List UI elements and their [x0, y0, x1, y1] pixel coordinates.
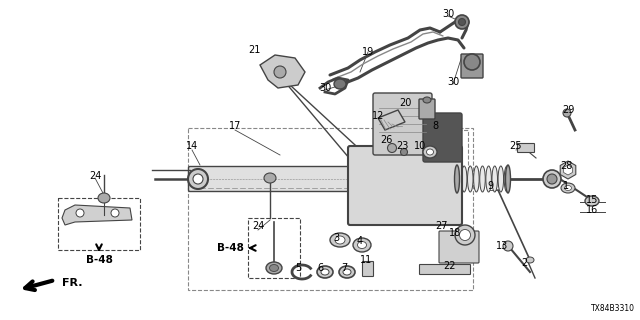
Ellipse shape: [561, 183, 575, 193]
Ellipse shape: [76, 209, 84, 217]
Ellipse shape: [387, 143, 397, 153]
FancyBboxPatch shape: [189, 166, 436, 191]
Ellipse shape: [564, 186, 572, 190]
Text: 26: 26: [380, 135, 392, 145]
Ellipse shape: [334, 79, 346, 89]
FancyBboxPatch shape: [423, 113, 462, 162]
Ellipse shape: [474, 166, 479, 192]
Ellipse shape: [563, 109, 571, 117]
Ellipse shape: [464, 54, 480, 70]
Ellipse shape: [480, 166, 485, 192]
Ellipse shape: [339, 266, 355, 278]
Ellipse shape: [321, 269, 329, 275]
Text: 22: 22: [444, 261, 456, 271]
Ellipse shape: [335, 236, 345, 244]
Text: 11: 11: [360, 255, 372, 265]
Ellipse shape: [486, 166, 492, 192]
Text: 28: 28: [560, 161, 572, 171]
Text: 7: 7: [341, 263, 347, 273]
Ellipse shape: [526, 257, 534, 263]
Ellipse shape: [504, 166, 509, 192]
Text: 27: 27: [435, 221, 447, 231]
Text: 23: 23: [396, 141, 408, 151]
FancyBboxPatch shape: [373, 93, 432, 155]
Ellipse shape: [274, 66, 286, 78]
Ellipse shape: [547, 174, 557, 184]
Text: 20: 20: [399, 98, 411, 108]
Text: 2: 2: [521, 258, 527, 268]
Ellipse shape: [585, 196, 599, 206]
Text: 4: 4: [357, 236, 363, 246]
Ellipse shape: [269, 265, 278, 271]
Ellipse shape: [111, 209, 119, 217]
Ellipse shape: [455, 225, 475, 245]
Polygon shape: [62, 205, 132, 225]
Ellipse shape: [498, 166, 504, 192]
Text: 30: 30: [319, 83, 331, 93]
Ellipse shape: [468, 166, 473, 192]
Ellipse shape: [353, 238, 371, 252]
Text: 19: 19: [362, 47, 374, 57]
Ellipse shape: [543, 170, 561, 188]
Text: 12: 12: [372, 111, 384, 121]
Text: B-48: B-48: [86, 255, 113, 265]
Text: 1: 1: [563, 181, 569, 191]
Text: 10: 10: [414, 141, 426, 151]
Ellipse shape: [98, 193, 110, 203]
Text: 21: 21: [248, 45, 260, 55]
Text: 13: 13: [496, 241, 508, 251]
Ellipse shape: [458, 19, 465, 26]
Polygon shape: [260, 55, 305, 88]
Text: 5: 5: [295, 263, 301, 273]
Ellipse shape: [317, 266, 333, 278]
Text: 29: 29: [562, 105, 574, 115]
Ellipse shape: [343, 269, 351, 275]
Ellipse shape: [264, 173, 276, 183]
Ellipse shape: [492, 166, 497, 192]
Text: 8: 8: [432, 121, 438, 131]
Ellipse shape: [188, 169, 208, 189]
Ellipse shape: [401, 148, 408, 156]
FancyBboxPatch shape: [419, 99, 435, 119]
Ellipse shape: [454, 165, 460, 193]
Ellipse shape: [330, 233, 350, 247]
Ellipse shape: [423, 97, 431, 103]
FancyBboxPatch shape: [439, 231, 479, 263]
FancyBboxPatch shape: [348, 146, 462, 225]
Text: 25: 25: [509, 141, 522, 151]
Text: FR.: FR.: [62, 278, 83, 288]
Text: 16: 16: [586, 205, 598, 215]
Text: 30: 30: [447, 77, 459, 87]
Text: 17: 17: [229, 121, 241, 131]
Text: 14: 14: [186, 141, 198, 151]
Ellipse shape: [193, 174, 203, 184]
Text: 6: 6: [317, 263, 323, 273]
Ellipse shape: [461, 166, 467, 192]
Text: TX84B3310: TX84B3310: [591, 304, 635, 313]
Ellipse shape: [455, 15, 469, 29]
Text: B-48: B-48: [216, 243, 243, 253]
FancyBboxPatch shape: [362, 261, 374, 276]
Text: 24: 24: [252, 221, 264, 231]
Text: 3: 3: [333, 233, 339, 243]
Text: 30: 30: [442, 9, 454, 19]
Polygon shape: [378, 110, 405, 130]
FancyBboxPatch shape: [461, 54, 483, 78]
Ellipse shape: [426, 149, 433, 155]
Text: 9: 9: [487, 181, 493, 191]
Ellipse shape: [460, 229, 470, 241]
Ellipse shape: [423, 146, 437, 158]
Text: 18: 18: [449, 228, 461, 238]
Ellipse shape: [358, 242, 367, 249]
Text: 15: 15: [586, 195, 598, 205]
Ellipse shape: [455, 166, 461, 192]
Text: 24: 24: [89, 171, 101, 181]
Ellipse shape: [506, 165, 511, 193]
FancyBboxPatch shape: [518, 143, 534, 153]
FancyBboxPatch shape: [419, 265, 470, 275]
Ellipse shape: [266, 262, 282, 274]
Ellipse shape: [503, 241, 513, 251]
